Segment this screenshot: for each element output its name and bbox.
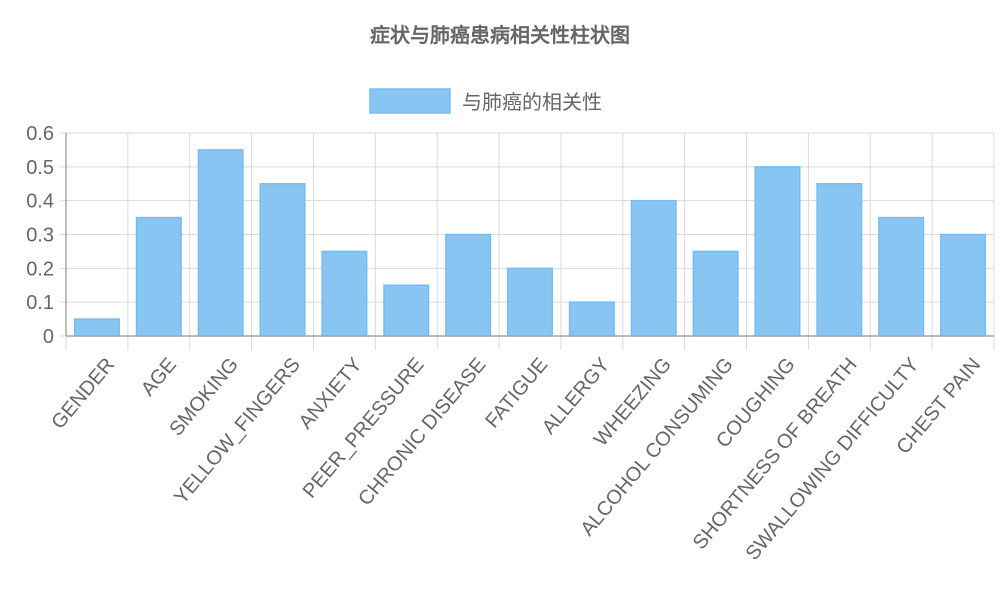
bar-gender[interactable]: [73, 318, 120, 337]
bar-alcohol-consuming[interactable]: [692, 250, 739, 337]
y-tick-label: 0: [43, 326, 54, 348]
bar-age[interactable]: [135, 216, 182, 337]
y-tick-label: 0.5: [26, 157, 54, 179]
bar-yellow-fingers[interactable]: [259, 183, 306, 337]
x-tick-labels: GENDER AGESMOKINGYELLOW_FINGERSANXIETYPEE…: [47, 354, 985, 565]
bar-peer-pressure[interactable]: [383, 284, 430, 337]
axes: [65, 133, 994, 337]
bar-wheezing[interactable]: [630, 199, 677, 337]
bar-chest-pain[interactable]: [940, 233, 987, 337]
bar-anxiety[interactable]: [321, 250, 368, 337]
y-tick-label: 0.1: [26, 292, 54, 314]
y-tick-label: 0.6: [26, 123, 54, 145]
x-tick-label: PEER_PRESSURE: [299, 354, 429, 503]
bar-swallowing-difficulty[interactable]: [878, 216, 925, 337]
bar-allergy[interactable]: [568, 301, 615, 337]
x-tick-label: YELLOW_FINGERS: [170, 354, 305, 509]
y-tick-label: 0.3: [26, 225, 54, 247]
bar-shortness-of-breath[interactable]: [816, 183, 863, 337]
bar-chronic-disease[interactable]: [445, 233, 492, 337]
chart-title: 症状与肺癌患病相关性柱状图: [370, 23, 630, 47]
y-tick-label: 0.2: [26, 258, 54, 280]
x-tick-label: GENDER: [47, 354, 119, 434]
bar-fatigue[interactable]: [506, 267, 554, 337]
y-tick-labels: 0 0.1 0.2 0.3 0.4 0.5 0.6: [26, 123, 54, 348]
bar-coughing[interactable]: [754, 166, 801, 337]
bar-smoking[interactable]: [197, 149, 244, 337]
legend-swatch[interactable]: [369, 88, 451, 114]
x-tick-label: AGE: [137, 354, 181, 401]
legend-label[interactable]: 与肺癌的相关性: [462, 90, 602, 114]
bars: [73, 149, 987, 337]
y-tick-label: 0.4: [26, 191, 54, 213]
legend[interactable]: 与肺癌的相关性: [369, 88, 602, 114]
